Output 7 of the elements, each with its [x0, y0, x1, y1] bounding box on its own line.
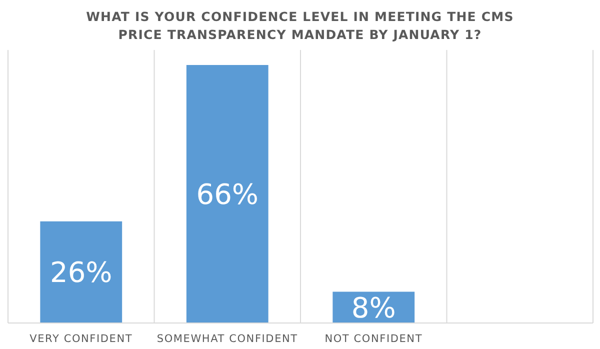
data-label: 26% [50, 256, 112, 290]
x-tick-label: NOT CONFIDENT [324, 333, 423, 345]
data-label: 8% [351, 291, 396, 324]
x-tick-label: VERY CONFIDENT [30, 333, 133, 345]
chart-title: WHAT IS YOUR CONFIDENCE LEVEL IN MEETING THE CMS PRICE TRANSPARENCY MANDATE BY JANUARY 1? [86, 9, 514, 42]
data-label: 66% [196, 178, 258, 211]
x-tick-label: SOMEWHAT CONFIDENT [156, 333, 298, 345]
